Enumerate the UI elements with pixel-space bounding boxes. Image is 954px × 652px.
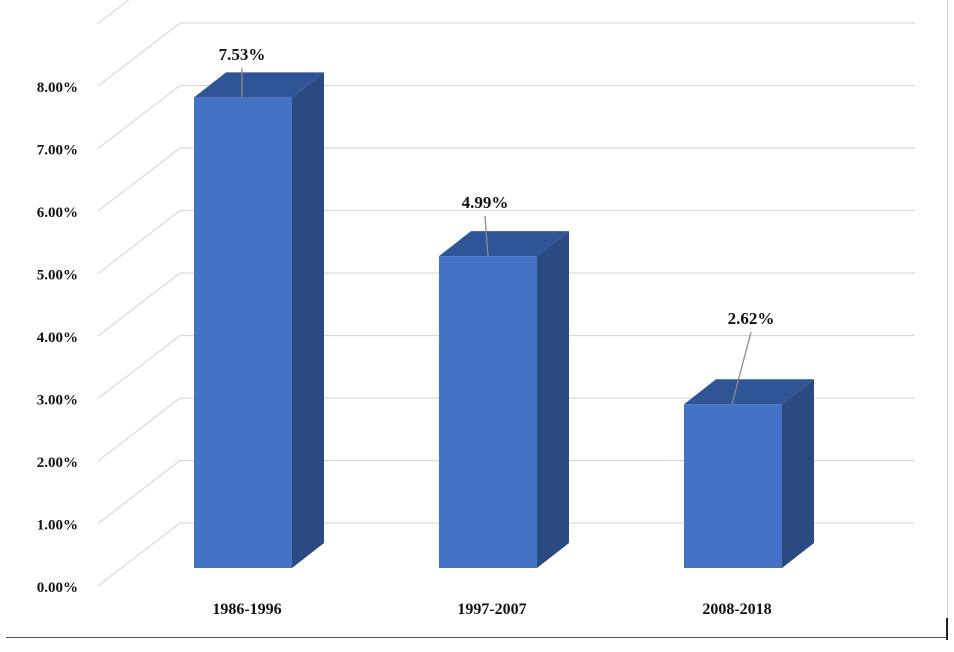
y-tick-label: 8.00% [37, 80, 78, 96]
leader-line [484, 215, 489, 257]
gridline-diagonal [97, 85, 181, 149]
right-tick [946, 618, 948, 640]
data-label: 2.62% [728, 309, 775, 328]
bar [439, 256, 537, 568]
gridline-diagonal [97, 0, 130, 24]
y-tick-label: 5.00% [37, 268, 78, 284]
data-label: 4.99% [462, 193, 509, 212]
bar-side-face [292, 72, 324, 568]
bottom-rule [6, 637, 948, 638]
x-tick-label: 2008-2018 [702, 601, 771, 618]
x-tick-label: 1997-2007 [457, 601, 526, 618]
bar-side-face [537, 231, 569, 568]
gridline-diagonal [97, 397, 181, 462]
gridline-diagonal [97, 272, 181, 337]
data-label: 7.53% [219, 45, 266, 64]
leader-line [731, 331, 752, 405]
gridline-diagonal [97, 210, 181, 274]
y-tick-label: 4.00% [37, 330, 78, 346]
x-tick-label: 1986-1996 [212, 601, 281, 618]
y-tick-label: 1.00% [37, 518, 78, 534]
bar-top-face [194, 72, 324, 98]
gridline-diagonal [97, 22, 181, 87]
gridline-diagonal [97, 335, 181, 399]
chart-frame: 0.00% 1.00% 2.00% 3.00% 4.00% 5.00% 6.00% 7.00%… [6, 0, 948, 634]
gridline-diagonal [97, 522, 181, 587]
y-tick-label: 3.00% [37, 393, 78, 409]
bar-top-face [439, 231, 569, 257]
gridline-diagonal [97, 147, 181, 212]
gridline-diagonal [97, 460, 181, 524]
bar-chart: 0.00% 1.00% 2.00% 3.00% 4.00% 5.00% 6.00% 7.00%… [37, 0, 915, 618]
bar [684, 404, 782, 568]
y-tick-label: 0.00% [37, 580, 78, 596]
y-tick-label: 6.00% [37, 205, 78, 221]
bar-side-face [782, 379, 814, 568]
bar [194, 97, 292, 568]
y-tick-label: 2.00% [37, 455, 78, 471]
y-tick-label: 7.00% [37, 143, 78, 159]
bar-top-face [684, 379, 814, 405]
